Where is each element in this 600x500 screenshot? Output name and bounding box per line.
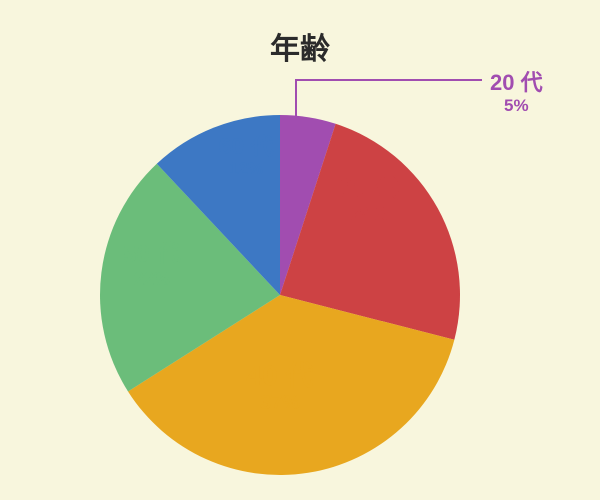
slice-name-20s: 20 代 bbox=[490, 70, 543, 96]
slice-percent-20s: 5% bbox=[490, 96, 543, 116]
chart-container: 年齢 20 代5%30 代24%40 代37%50 代22%60 代12% bbox=[0, 0, 600, 500]
slice-label-20s: 20 代5% bbox=[490, 70, 543, 117]
callout-line-20s bbox=[296, 80, 482, 125]
